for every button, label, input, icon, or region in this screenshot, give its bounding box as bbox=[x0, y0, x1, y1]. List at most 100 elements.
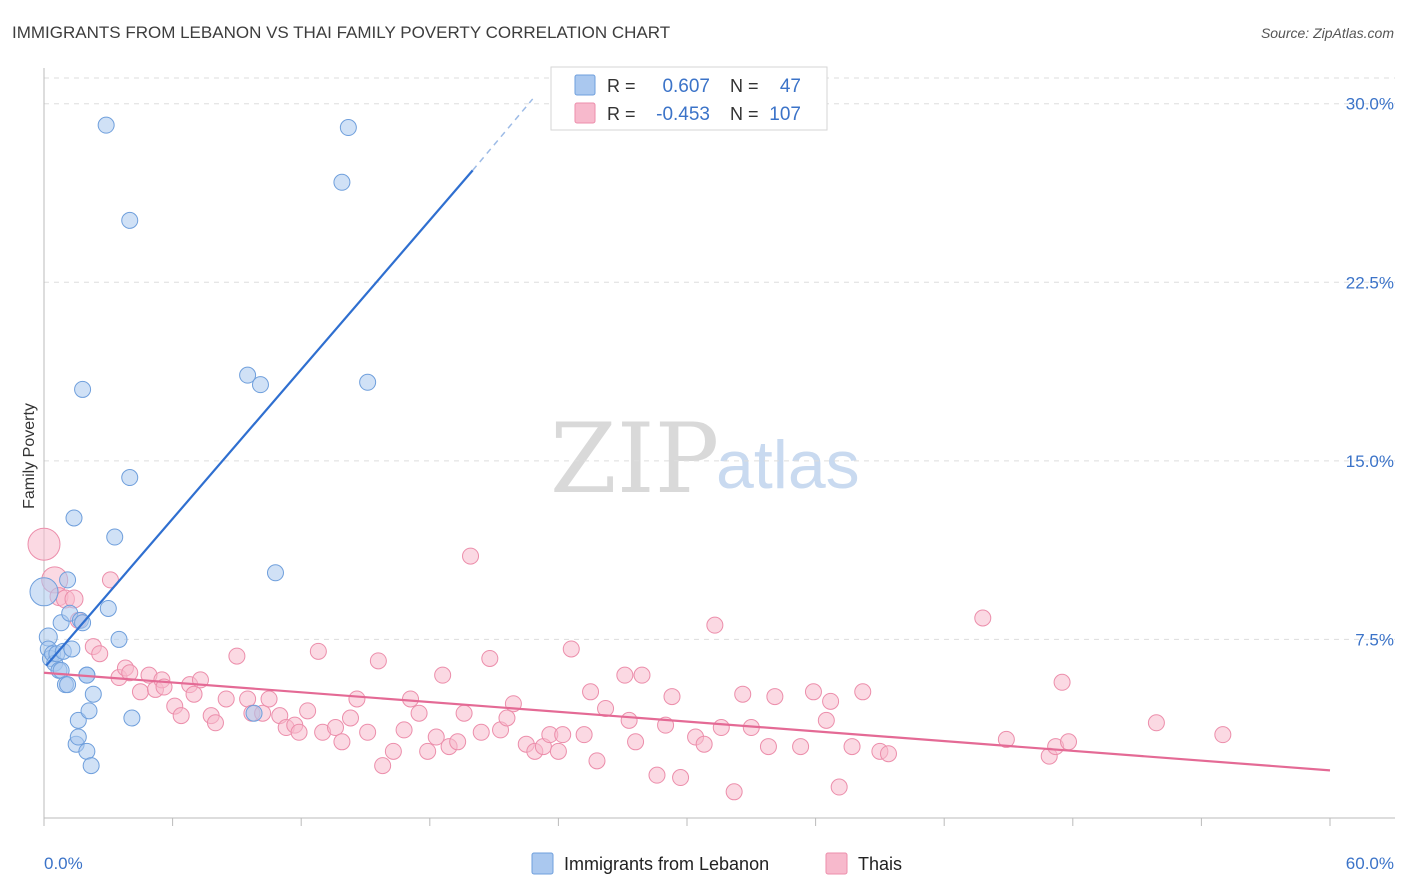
point-thais bbox=[1060, 733, 1078, 751]
stats-r-label-lebanon: R = bbox=[607, 76, 636, 96]
stats-n-label-thais: N = bbox=[730, 104, 759, 124]
stats-r-value-lebanon: 0.607 bbox=[662, 76, 710, 97]
point-lebanon bbox=[29, 577, 59, 607]
y-axis-label: Family Poverty bbox=[21, 403, 38, 509]
stats-legend: R = 0.607 N = 47 R = -0.453 N = 107 bbox=[550, 66, 828, 131]
point-lebanon bbox=[52, 661, 70, 679]
point-lebanon bbox=[251, 376, 269, 394]
point-thais bbox=[822, 692, 840, 710]
point-lebanon bbox=[59, 676, 77, 694]
legend-swatch-lebanon bbox=[531, 852, 554, 875]
point-thais bbox=[427, 728, 445, 746]
point-thais bbox=[101, 571, 119, 589]
point-lebanon bbox=[82, 757, 100, 775]
point-lebanon bbox=[69, 711, 87, 729]
point-lebanon bbox=[110, 630, 128, 648]
point-thais bbox=[341, 709, 359, 727]
point-thais bbox=[663, 688, 681, 706]
y-tick-label: 22.5% bbox=[1346, 273, 1394, 292]
point-thais bbox=[830, 778, 848, 796]
point-thais bbox=[633, 666, 651, 684]
chart-title: IMMIGRANTS FROM LEBANON VS THAI FAMILY P… bbox=[12, 23, 670, 42]
point-thais bbox=[228, 647, 246, 665]
point-lebanon bbox=[99, 599, 117, 617]
stats-n-label-lebanon: N = bbox=[730, 76, 759, 96]
chart-source: Source: ZipAtlas.com bbox=[1261, 25, 1394, 41]
point-thais bbox=[549, 742, 567, 760]
y-tick-labels: 7.5% 15.0% 22.5% 30.0% bbox=[1346, 95, 1394, 650]
point-thais bbox=[309, 642, 327, 660]
point-thais bbox=[419, 742, 437, 760]
trend-line-lebanon-extension bbox=[472, 98, 534, 171]
point-lebanon bbox=[80, 702, 98, 720]
point-thais bbox=[620, 711, 638, 729]
point-thais bbox=[588, 752, 606, 770]
point-thais bbox=[554, 726, 572, 744]
point-lebanon bbox=[239, 366, 257, 384]
stats-r-label-thais: R = bbox=[607, 104, 636, 124]
point-thais bbox=[260, 690, 278, 708]
point-lebanon bbox=[123, 709, 141, 727]
trend-lines bbox=[43, 98, 1331, 772]
point-thais bbox=[217, 690, 235, 708]
point-thais bbox=[462, 547, 480, 565]
point-thais bbox=[172, 707, 190, 725]
stats-n-value-thais: 107 bbox=[769, 104, 801, 125]
stats-n-value-lebanon: 47 bbox=[780, 76, 801, 97]
point-thais bbox=[843, 738, 861, 756]
point-lebanon bbox=[63, 640, 81, 658]
point-lebanon bbox=[65, 509, 83, 527]
point-lebanon bbox=[121, 211, 139, 229]
point-thais bbox=[575, 726, 593, 744]
point-thais bbox=[725, 783, 743, 801]
point-thais bbox=[91, 645, 109, 663]
watermark-zip: ZIP bbox=[550, 403, 719, 515]
point-thais bbox=[455, 704, 473, 722]
point-thais bbox=[672, 769, 690, 787]
y-tick-label: 15.0% bbox=[1346, 452, 1394, 471]
point-thais bbox=[395, 721, 413, 739]
point-thais bbox=[627, 733, 645, 751]
legend-swatch-thais bbox=[825, 852, 848, 875]
point-thais bbox=[792, 738, 810, 756]
point-thais bbox=[348, 690, 366, 708]
series-legend: Immigrants from Lebanon Thais bbox=[531, 852, 902, 875]
point-thais bbox=[472, 723, 490, 741]
point-thais bbox=[326, 719, 344, 737]
watermark: ZIP atlas bbox=[550, 403, 860, 515]
point-thais bbox=[434, 666, 452, 684]
point-thais bbox=[997, 730, 1015, 748]
point-thais bbox=[648, 766, 666, 784]
point-lebanon bbox=[74, 380, 92, 398]
point-lebanon bbox=[266, 564, 284, 582]
point-thais bbox=[1147, 714, 1165, 732]
y-tick-label: 7.5% bbox=[1355, 630, 1394, 649]
point-thais bbox=[374, 757, 392, 775]
point-thais bbox=[239, 690, 257, 708]
point-thais bbox=[333, 733, 351, 751]
point-thais bbox=[804, 683, 822, 701]
stats-r-value-thais: -0.453 bbox=[656, 104, 710, 125]
point-thais bbox=[734, 685, 752, 703]
point-lebanon bbox=[106, 528, 124, 546]
point-thais bbox=[206, 714, 224, 732]
point-thais bbox=[402, 690, 420, 708]
point-thais bbox=[854, 683, 872, 701]
point-thais bbox=[369, 652, 387, 670]
stats-legend-box bbox=[550, 66, 828, 131]
point-thais bbox=[299, 702, 317, 720]
point-thais bbox=[1053, 673, 1071, 691]
point-lebanon bbox=[121, 469, 139, 487]
point-lebanon bbox=[84, 685, 102, 703]
trend-line-lebanon bbox=[45, 169, 474, 667]
point-thais bbox=[879, 745, 897, 763]
point-thais bbox=[817, 711, 835, 729]
point-thais bbox=[712, 719, 730, 737]
point-lebanon bbox=[359, 373, 377, 391]
legend-label-lebanon: Immigrants from Lebanon bbox=[564, 854, 769, 874]
point-thais bbox=[131, 683, 149, 701]
watermark-atlas: atlas bbox=[716, 427, 860, 503]
point-thais bbox=[616, 666, 634, 684]
point-thais bbox=[481, 649, 499, 667]
